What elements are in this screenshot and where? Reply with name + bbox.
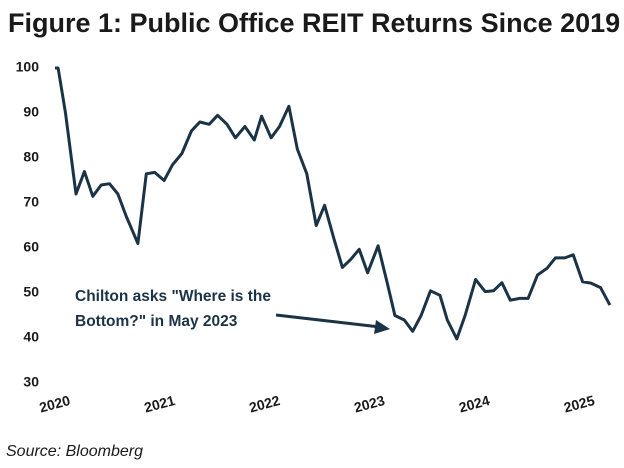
x-tick-label: 2025 [562, 392, 596, 416]
x-tick-label: 2021 [142, 392, 176, 416]
y-tick-label: 80 [23, 149, 39, 165]
y-tick-label: 90 [23, 104, 39, 120]
x-tick-label: 2020 [38, 392, 72, 416]
source: Source: Bloomberg [6, 443, 143, 460]
y-tick-label: 30 [23, 374, 39, 390]
annotation-arrow [275, 313, 381, 329]
y-tick-label: 50 [23, 284, 39, 300]
annotation-line: Chilton asks "Where is the [75, 288, 271, 305]
y-tick-label: 40 [23, 329, 39, 345]
y-tick-label: 70 [23, 194, 39, 210]
y-tick-label: 60 [23, 239, 39, 255]
x-tick-label: 2023 [352, 392, 386, 416]
x-tick-label: 2024 [457, 392, 491, 416]
annotation-arrowhead [374, 320, 390, 334]
x-tick-label: 2022 [247, 392, 281, 416]
chart-title: Figure 1: Public Office REIT Returns Sin… [8, 8, 620, 38]
annotation-line: Bottom?" in May 2023 [75, 313, 238, 330]
data-line [55, 66, 612, 341]
y-tick-label: 100 [16, 59, 40, 75]
